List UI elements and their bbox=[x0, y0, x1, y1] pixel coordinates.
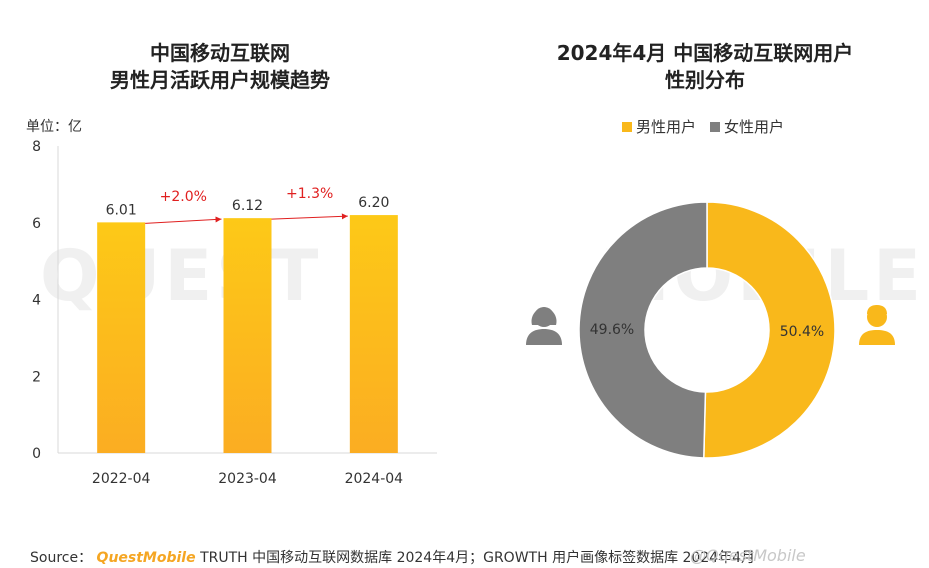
y-tick-label: 0 bbox=[32, 446, 41, 462]
pie-value-label: 49.6% bbox=[590, 322, 634, 338]
bar bbox=[349, 215, 398, 453]
bar-chart-title: 中国移动互联网 男性月活跃用户规模趋势 bbox=[60, 40, 380, 94]
bar-chart-title-line2: 男性月活跃用户规模趋势 bbox=[110, 68, 330, 92]
footer-watermark: @QuestMobile bbox=[690, 546, 806, 565]
bar bbox=[223, 218, 272, 453]
y-tick-label: 8 bbox=[32, 139, 41, 155]
bar-chart-title-line1: 中国移动互联网 bbox=[150, 41, 290, 65]
growth-label: +2.0% bbox=[160, 189, 207, 205]
source-note: Source： QuestMobile TRUTH 中国移动互联网数据库 202… bbox=[30, 547, 755, 567]
growth-arrow bbox=[145, 216, 222, 224]
female-user-icon bbox=[526, 307, 562, 345]
y-tick-label: 6 bbox=[32, 216, 41, 232]
pie-value-label: 50.4% bbox=[780, 324, 824, 340]
legend-label-female: 女性用户 bbox=[724, 118, 785, 136]
y-tick-label: 4 bbox=[32, 293, 41, 309]
source-prefix: Source： bbox=[30, 550, 93, 566]
bar-chart-unit: 单位：亿 bbox=[26, 119, 82, 135]
pie-chart-title-line1: 2024年4月 中国移动互联网用户 bbox=[556, 41, 854, 65]
x-tick-label: 2023-04 bbox=[218, 471, 277, 487]
y-tick-label: 2 bbox=[32, 369, 41, 385]
legend-swatch-male bbox=[622, 121, 632, 132]
pie-slice-female bbox=[578, 201, 708, 459]
pie-slice-male bbox=[703, 201, 836, 459]
x-tick-label: 2024-04 bbox=[345, 471, 404, 487]
pie-chart-title-line2: 性别分布 bbox=[665, 68, 745, 92]
source-text: TRUTH 中国移动互联网数据库 2024年4月；GROWTH 用户画像标签数据… bbox=[200, 550, 756, 566]
growth-arrow bbox=[271, 213, 348, 220]
source-brand: QuestMobile bbox=[96, 550, 196, 566]
bar bbox=[97, 222, 146, 453]
pie-legend: 男性用户 女性用户 bbox=[622, 116, 784, 137]
legend-label-male: 男性用户 bbox=[636, 118, 697, 136]
pie-chart-title: 2024年4月 中国移动互联网用户 性别分布 bbox=[520, 40, 890, 94]
bar-value-label: 6.01 bbox=[106, 202, 137, 218]
male-user-icon bbox=[859, 305, 895, 345]
legend-swatch-female bbox=[710, 121, 721, 132]
bar-value-label: 6.12 bbox=[232, 198, 263, 214]
x-tick-label: 2022-04 bbox=[92, 471, 151, 487]
watermark-text: QUEST bbox=[40, 235, 323, 317]
bar-value-label: 6.20 bbox=[358, 195, 389, 211]
growth-label: +1.3% bbox=[286, 186, 333, 202]
